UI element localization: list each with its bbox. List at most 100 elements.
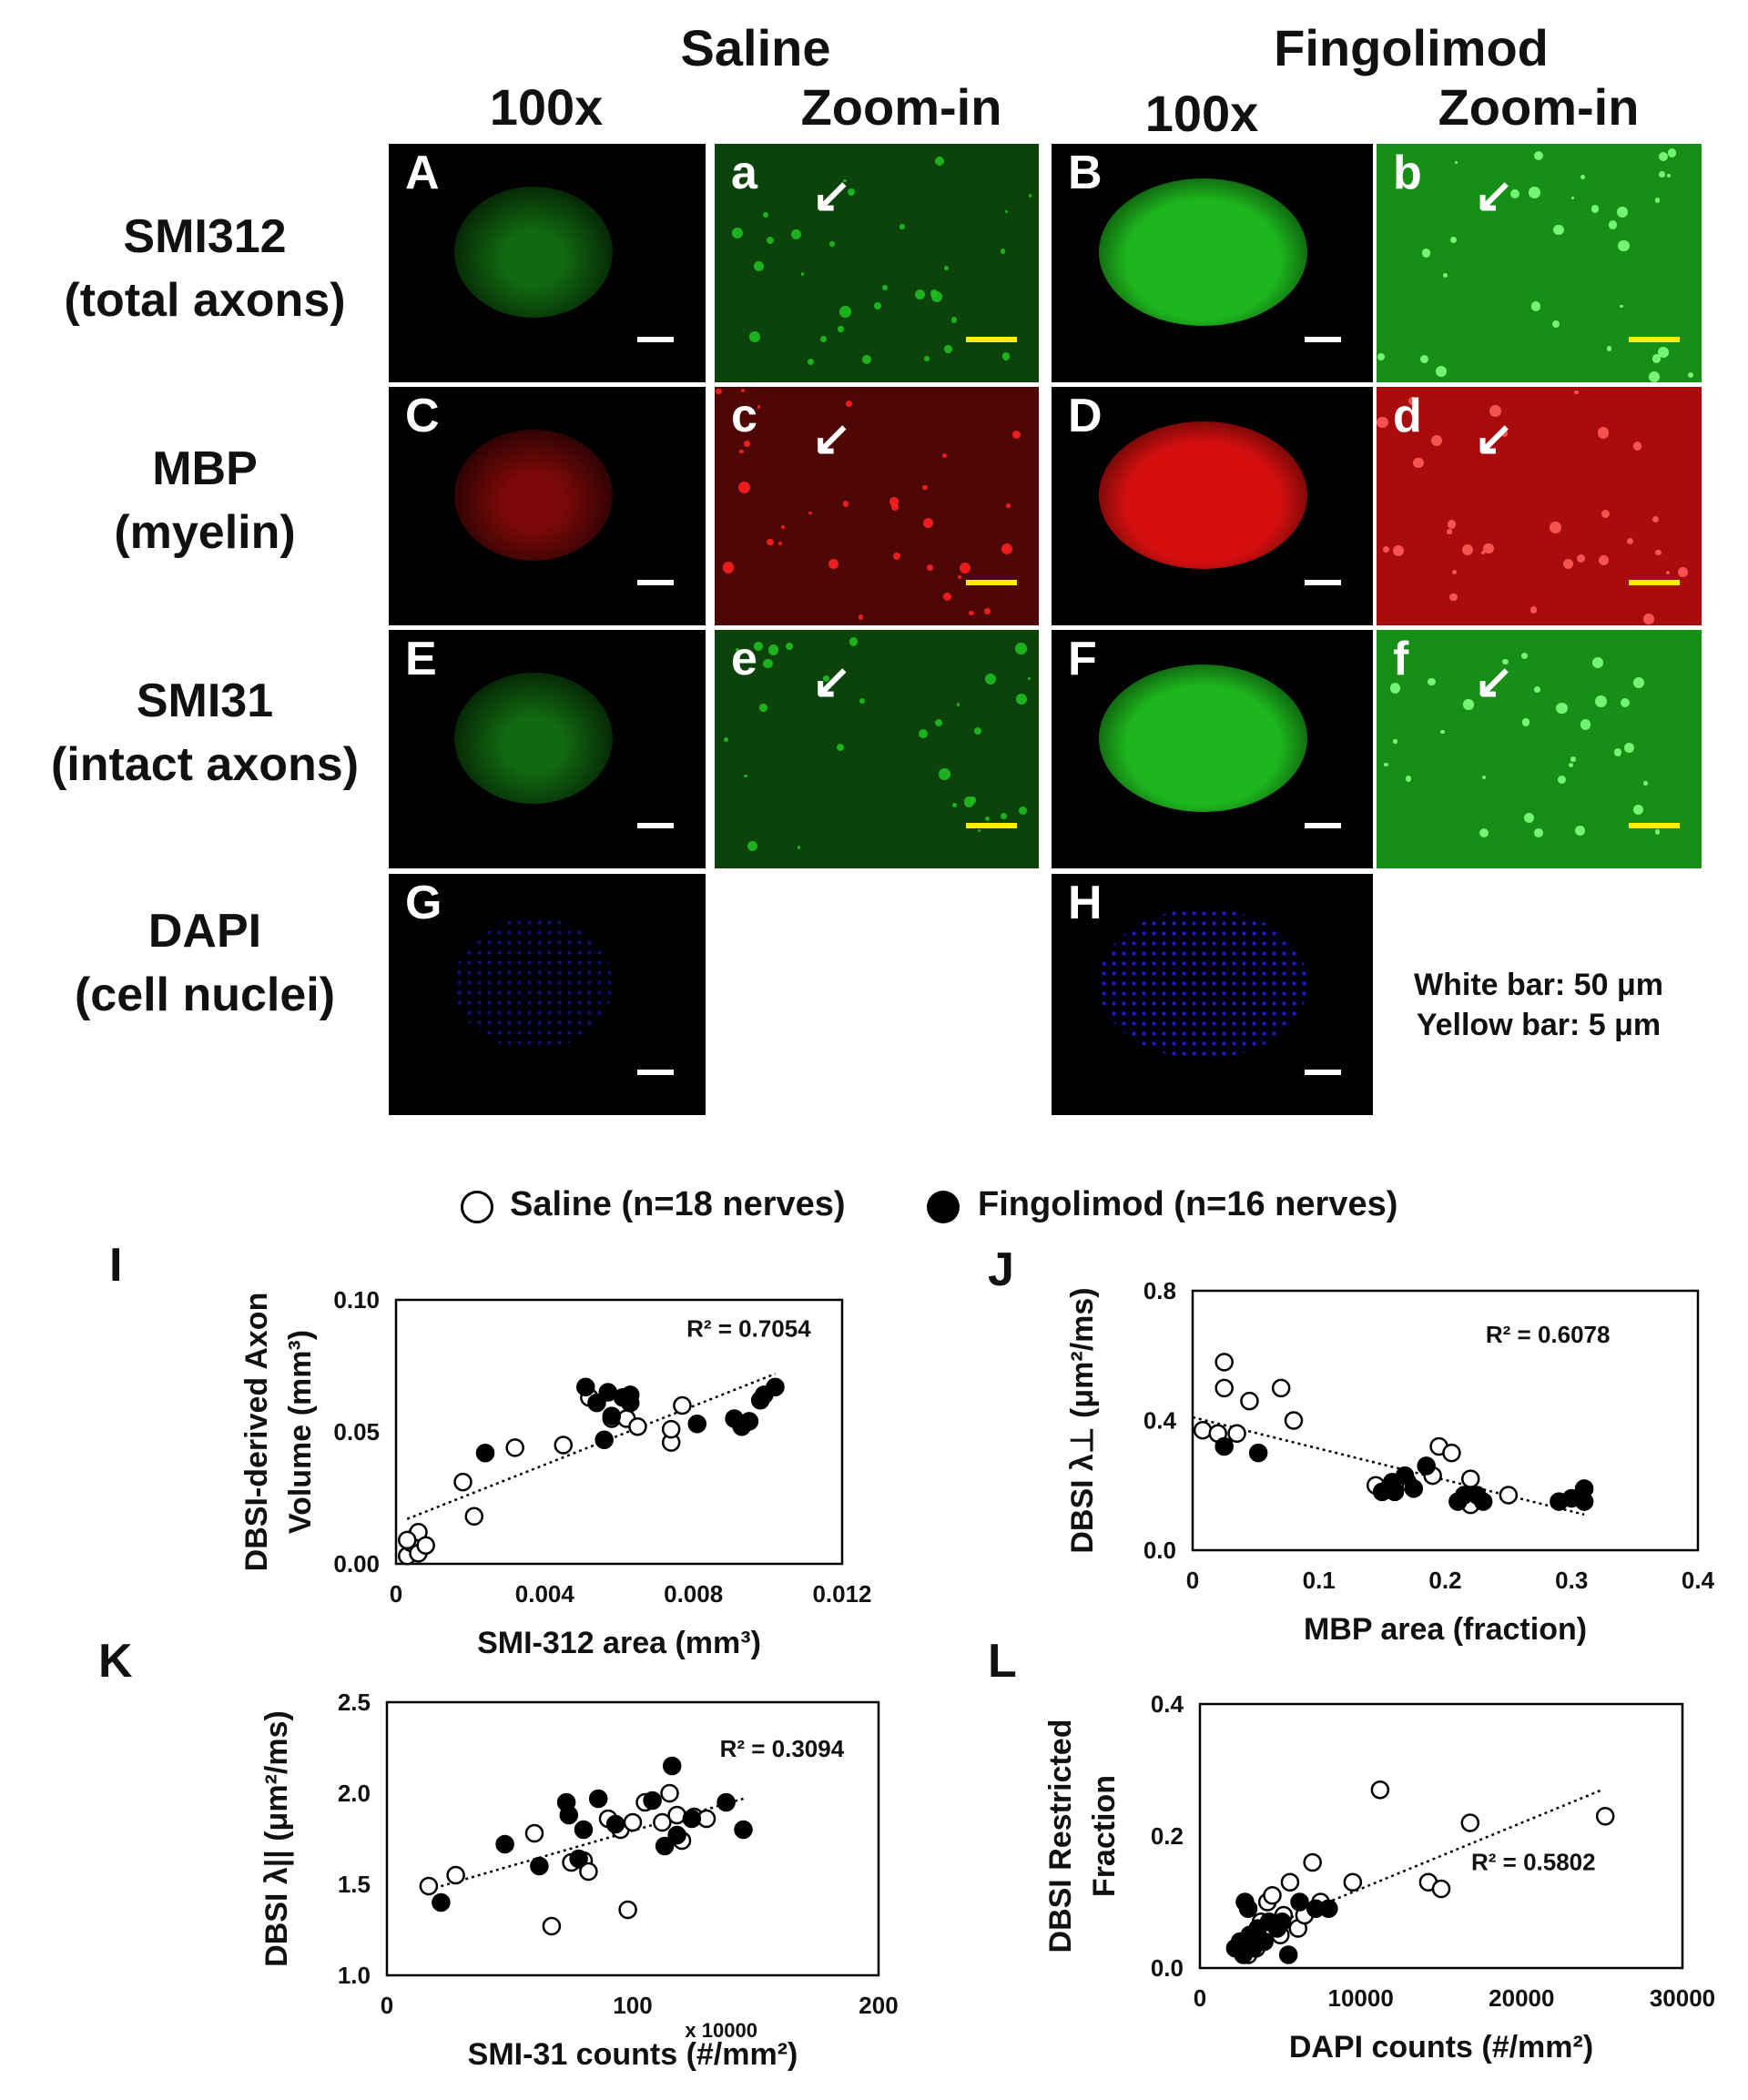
fluorescent-spot: [1442, 273, 1448, 279]
fingolimod-point: [667, 1825, 686, 1845]
fingolimod-point: [1214, 1436, 1234, 1456]
saline-point: [446, 1865, 465, 1885]
fluorescent-spot: [931, 291, 943, 303]
fluorescent-spot: [934, 156, 944, 166]
fluorescent-spot: [1643, 780, 1648, 786]
panel-label: d: [1393, 390, 1422, 442]
nerve-section: [454, 672, 613, 805]
fluorescent-spot: [1643, 614, 1655, 624]
panel-label: e: [731, 633, 757, 685]
x-tick-label: 100: [613, 1992, 652, 2019]
y-tick-label: 1.0: [338, 1962, 371, 1989]
col-header-saline-100x: 100x: [489, 78, 604, 136]
scale-bar-yellow: [966, 823, 1017, 828]
fluorescent-spot: [1558, 776, 1567, 785]
x-tick-label: 10000: [1328, 1984, 1394, 2012]
fingolimod-point: [716, 1792, 736, 1812]
y-tick-label: 1.5: [338, 1871, 371, 1898]
fluorescent-spot: [942, 593, 951, 602]
fluorescent-spot: [893, 552, 901, 560]
y-tick-label: 0.2: [1151, 1822, 1184, 1850]
panel-A: A: [389, 144, 706, 382]
fluorescent-spot: [1413, 457, 1424, 469]
panel-b: ↙ b: [1377, 144, 1702, 382]
saline-point: [618, 1900, 637, 1920]
saline-point: [1280, 1872, 1300, 1892]
chart-letter-L: L: [988, 1635, 1017, 1688]
y-tick-label: 0.8: [1143, 1277, 1176, 1304]
scale-bar-white: [637, 1070, 674, 1075]
fingolimod-header: Fingolimod: [1274, 19, 1549, 76]
fingolimod-point: [432, 1892, 451, 1912]
fingolimod-point: [662, 1756, 682, 1776]
fluorescent-spot: [1659, 170, 1666, 178]
fluorescent-spot: [858, 614, 864, 620]
fingolimod-point: [1574, 1492, 1594, 1511]
fingolimod-point: [766, 1377, 785, 1396]
panel-F: F: [1052, 630, 1373, 868]
fluorescent-spot: [973, 727, 981, 736]
x-tick-label: 0.4: [1682, 1567, 1715, 1594]
row-label-line1: MBP: [152, 442, 258, 495]
fluorescent-spot: [984, 673, 996, 685]
saline-point: [653, 1812, 672, 1832]
panel-label: A: [405, 147, 440, 199]
fluorescent-spot: [873, 301, 881, 309]
fingolimod-point: [1319, 1899, 1338, 1918]
fluorescent-spot: [749, 331, 761, 343]
nerve-section: [454, 917, 613, 1050]
saline-point: [1499, 1486, 1519, 1505]
fluorescent-spot: [1556, 702, 1568, 715]
fluorescent-spot: [1006, 503, 1011, 508]
panel-B: B: [1052, 144, 1373, 382]
fluorescent-spot: [1654, 829, 1661, 835]
saline-point: [1370, 1780, 1390, 1800]
scale-bar-yellow: [1629, 337, 1680, 342]
fluorescent-spot: [859, 698, 866, 705]
scale-bar-yellow: [1629, 580, 1680, 585]
fluorescent-spot: [1393, 738, 1397, 744]
scale-bar-white: [1305, 823, 1341, 828]
y-tick-label: 0.0: [1143, 1537, 1176, 1564]
panel-label: F: [1068, 633, 1097, 685]
y-tick-label: 0.4: [1151, 1690, 1184, 1718]
fluorescent-spot: [731, 228, 744, 239]
saline-point: [1460, 1813, 1480, 1832]
fluorescent-spot: [1015, 693, 1027, 705]
fluorescent-spot: [1617, 207, 1629, 218]
fluorescent-spot: [754, 642, 763, 651]
fingolimod-point: [559, 1805, 579, 1825]
fluorescent-spot: [842, 501, 849, 507]
fingolimod-point: [1385, 1482, 1405, 1502]
fluorescent-spot: [823, 675, 829, 682]
fluorescent-spot: [1552, 320, 1560, 329]
fluorescent-spot: [839, 306, 851, 318]
plot-frame: [385, 1700, 880, 1977]
fluorescent-spot: [1479, 827, 1489, 837]
panel-c: ↙ c: [715, 387, 1039, 625]
fluorescent-spot: [1648, 371, 1660, 382]
fluorescent-spot: [1524, 812, 1535, 823]
plot-frame: [1198, 1702, 1684, 1970]
arrow-icon: ↙: [811, 169, 852, 223]
fingolimod-point: [1404, 1479, 1424, 1498]
fluorescent-spot: [1383, 545, 1390, 553]
fluorescent-spot: [842, 178, 847, 183]
fingolimod-point: [588, 1789, 608, 1809]
panel-e: ↙ e: [715, 630, 1039, 868]
fingolimod-point: [655, 1836, 675, 1856]
panel-H: H: [1052, 874, 1373, 1115]
r-squared-label: R² = 0.6078: [1486, 1321, 1611, 1348]
fluorescent-spot: [716, 388, 722, 394]
r-squared-label: R² = 0.7054: [686, 1315, 811, 1343]
fingolimod-point: [643, 1791, 662, 1811]
saline-header: Saline: [680, 19, 831, 76]
saline-point: [1263, 1886, 1282, 1905]
y-tick-label: 2.0: [338, 1780, 371, 1807]
x-tick-label: 30000: [1650, 1984, 1715, 2012]
fluorescent-spot: [758, 704, 767, 713]
fluorescent-spot: [1594, 695, 1607, 707]
fluorescent-spot: [1012, 431, 1021, 440]
chart-letter-J: J: [988, 1243, 1014, 1296]
